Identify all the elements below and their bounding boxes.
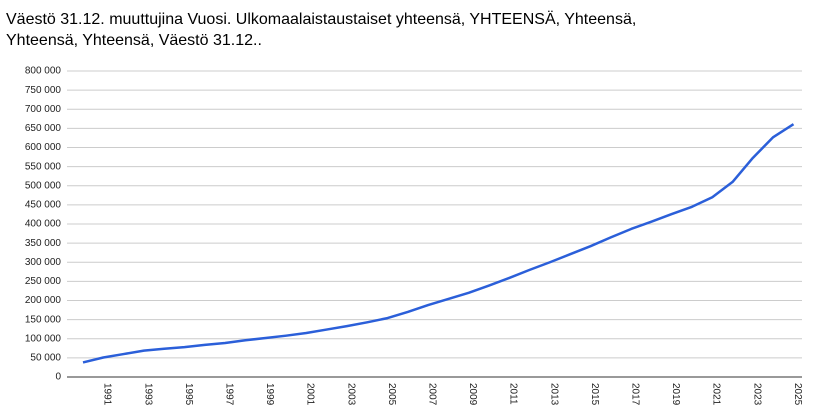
x-tick-label: 2019	[670, 383, 681, 406]
y-tick-label: 450 000	[25, 200, 62, 211]
y-tick-label: 100 000	[25, 333, 62, 344]
y-tick-label: 650 000	[25, 123, 62, 134]
x-tick-label: 2001	[305, 383, 316, 406]
x-tick-label: 2005	[386, 383, 397, 406]
y-tick-label: 500 000	[25, 180, 62, 191]
chart-title: Yhteensä, Yhteensä, Väestö 31.12..	[6, 32, 262, 49]
y-tick-label: 350 000	[25, 238, 62, 249]
x-tick-label: 2023	[751, 383, 762, 406]
x-tick-label: 2015	[589, 383, 600, 406]
y-tick-label: 400 000	[25, 219, 62, 230]
x-tick-label: 2025	[792, 383, 803, 406]
x-tick-label: 1991	[102, 383, 113, 406]
x-tick-label: 1995	[183, 383, 194, 406]
chart-title: Väestö 31.12. muuttujina Vuosi. Ulkomaal…	[6, 10, 636, 28]
y-tick-label: 550 000	[25, 161, 62, 172]
y-tick-label: 150 000	[25, 314, 62, 325]
y-tick-label: 750 000	[25, 85, 62, 96]
y-tick-label: 700 000	[25, 104, 62, 115]
x-tick-label: 2009	[467, 383, 478, 406]
y-tick-label: 50 000	[30, 353, 61, 364]
x-tick-label: 1993	[142, 383, 153, 406]
y-tick-label: 250 000	[25, 276, 62, 287]
x-tick-label: 2003	[345, 383, 356, 406]
data-line	[82, 123, 795, 364]
x-tick-label: 2013	[548, 383, 559, 406]
y-tick-label: 300 000	[25, 257, 62, 268]
y-tick-label: 200 000	[25, 295, 62, 306]
x-tick-label: 2011	[508, 383, 519, 405]
x-tick-label: 1999	[264, 383, 275, 406]
x-tick-label: 2021	[711, 383, 722, 406]
y-tick-label: 600 000	[25, 142, 62, 153]
x-tick-label: 1997	[223, 383, 234, 406]
x-tick-label: 2017	[629, 383, 640, 406]
x-tick-label: 2007	[426, 383, 437, 406]
y-tick-label: 800 000	[25, 66, 62, 77]
y-tick-label: 0	[55, 372, 61, 383]
